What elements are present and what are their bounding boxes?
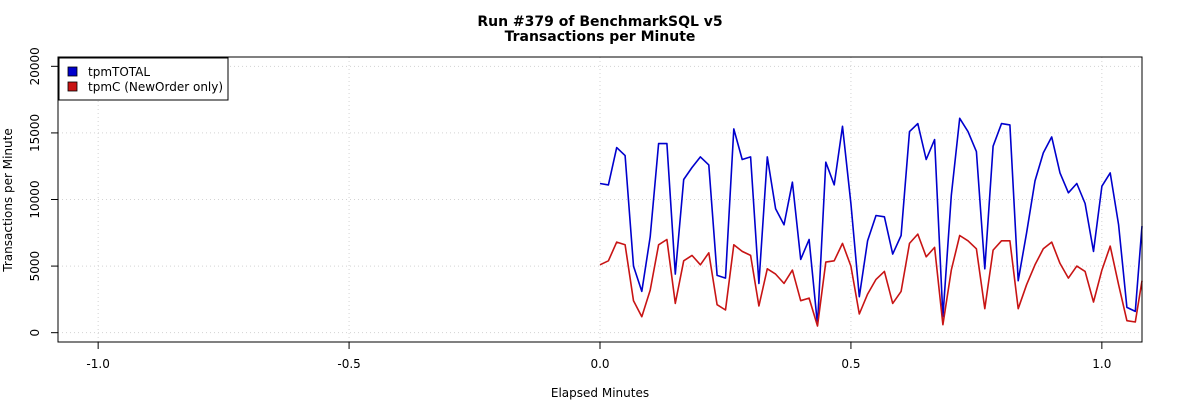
legend-swatch-tpmc bbox=[67, 81, 78, 92]
legend-label-tpmtotal: tpmTOTAL bbox=[88, 65, 150, 79]
series-lines bbox=[599, 117, 1143, 327]
series-line-tpmtotal bbox=[599, 117, 1143, 326]
x-axis-label: Elapsed Minutes bbox=[551, 386, 649, 400]
y-tick-label: 10000 bbox=[28, 180, 42, 218]
legend-swatch-tpmtotal bbox=[67, 66, 78, 77]
grid-lines bbox=[58, 57, 1142, 342]
x-tick-label: 0.0 bbox=[590, 357, 609, 371]
y-tick-label: 15000 bbox=[28, 114, 42, 152]
y-axis: 0 5000 10000 15000 20000 bbox=[28, 47, 58, 336]
y-axis-label: Transactions per Minute bbox=[1, 128, 15, 272]
chart-subtitle: Transactions per Minute bbox=[505, 29, 696, 45]
series-line-tpmc bbox=[599, 233, 1143, 327]
x-tick-label: -1.0 bbox=[86, 357, 109, 371]
x-axis: -1.0 -0.5 0.0 0.5 1.0 bbox=[86, 342, 1111, 371]
y-tick-label: 0 bbox=[28, 329, 42, 337]
legend: tpmTOTAL tpmC (NewOrder only) bbox=[58, 57, 229, 101]
x-tick-label: -0.5 bbox=[337, 357, 360, 371]
x-tick-label: 1.0 bbox=[1092, 357, 1111, 371]
legend-label-tpmc: tpmC (NewOrder only) bbox=[88, 80, 223, 94]
x-tick-label: 0.5 bbox=[841, 357, 860, 371]
legend-box bbox=[58, 57, 229, 101]
chart-title: Run #379 of BenchmarkSQL v5 bbox=[477, 14, 722, 30]
y-tick-label: 20000 bbox=[28, 47, 42, 85]
y-tick-label: 5000 bbox=[28, 251, 42, 282]
